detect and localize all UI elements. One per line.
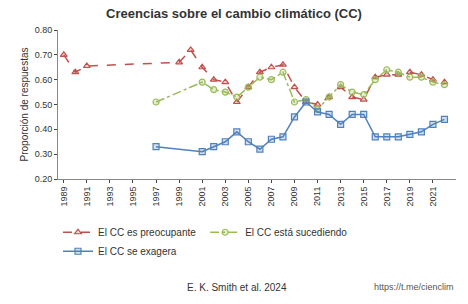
svg-text:0.70: 0.70 (35, 50, 53, 60)
svg-text:0.40: 0.40 (35, 124, 53, 134)
svg-text:2009: 2009 (289, 187, 299, 207)
svg-text:2003: 2003 (220, 187, 230, 207)
svg-text:El CC es preocupante: El CC es preocupante (98, 227, 196, 238)
svg-text:E. K. Smith et al. 2024: E. K. Smith et al. 2024 (187, 282, 287, 293)
svg-text:2015: 2015 (359, 187, 369, 207)
svg-text:0.30: 0.30 (35, 149, 53, 159)
svg-text:1997: 1997 (151, 187, 161, 207)
svg-text:2021: 2021 (428, 187, 438, 207)
svg-text:0.60: 0.60 (35, 75, 53, 85)
svg-text:2005: 2005 (243, 187, 253, 207)
svg-text:2019: 2019 (405, 187, 415, 207)
svg-text:1999: 1999 (174, 187, 184, 207)
svg-text:1993: 1993 (105, 187, 115, 207)
svg-text:0.50: 0.50 (35, 100, 53, 110)
svg-text:https://t.me/cienclim: https://t.me/cienclim (374, 282, 454, 292)
svg-text:El CC se exagera: El CC se exagera (98, 246, 177, 257)
svg-text:Proporción de respuestas: Proporción de respuestas (19, 48, 30, 162)
svg-text:Creencias sobre el cambio clim: Creencias sobre el cambio climático (CC) (106, 6, 362, 21)
svg-text:0.20: 0.20 (35, 174, 53, 184)
svg-text:1991: 1991 (82, 187, 92, 207)
svg-text:2011: 2011 (312, 187, 322, 206)
svg-text:2013: 2013 (336, 187, 346, 207)
svg-text:El CC está sucediendo: El CC está sucediendo (245, 227, 347, 238)
svg-text:2001: 2001 (197, 187, 207, 207)
svg-text:0.80: 0.80 (35, 25, 53, 35)
svg-text:2007: 2007 (266, 187, 276, 207)
svg-text:2017: 2017 (382, 187, 392, 207)
svg-text:1989: 1989 (59, 187, 69, 207)
svg-text:1995: 1995 (128, 187, 138, 207)
